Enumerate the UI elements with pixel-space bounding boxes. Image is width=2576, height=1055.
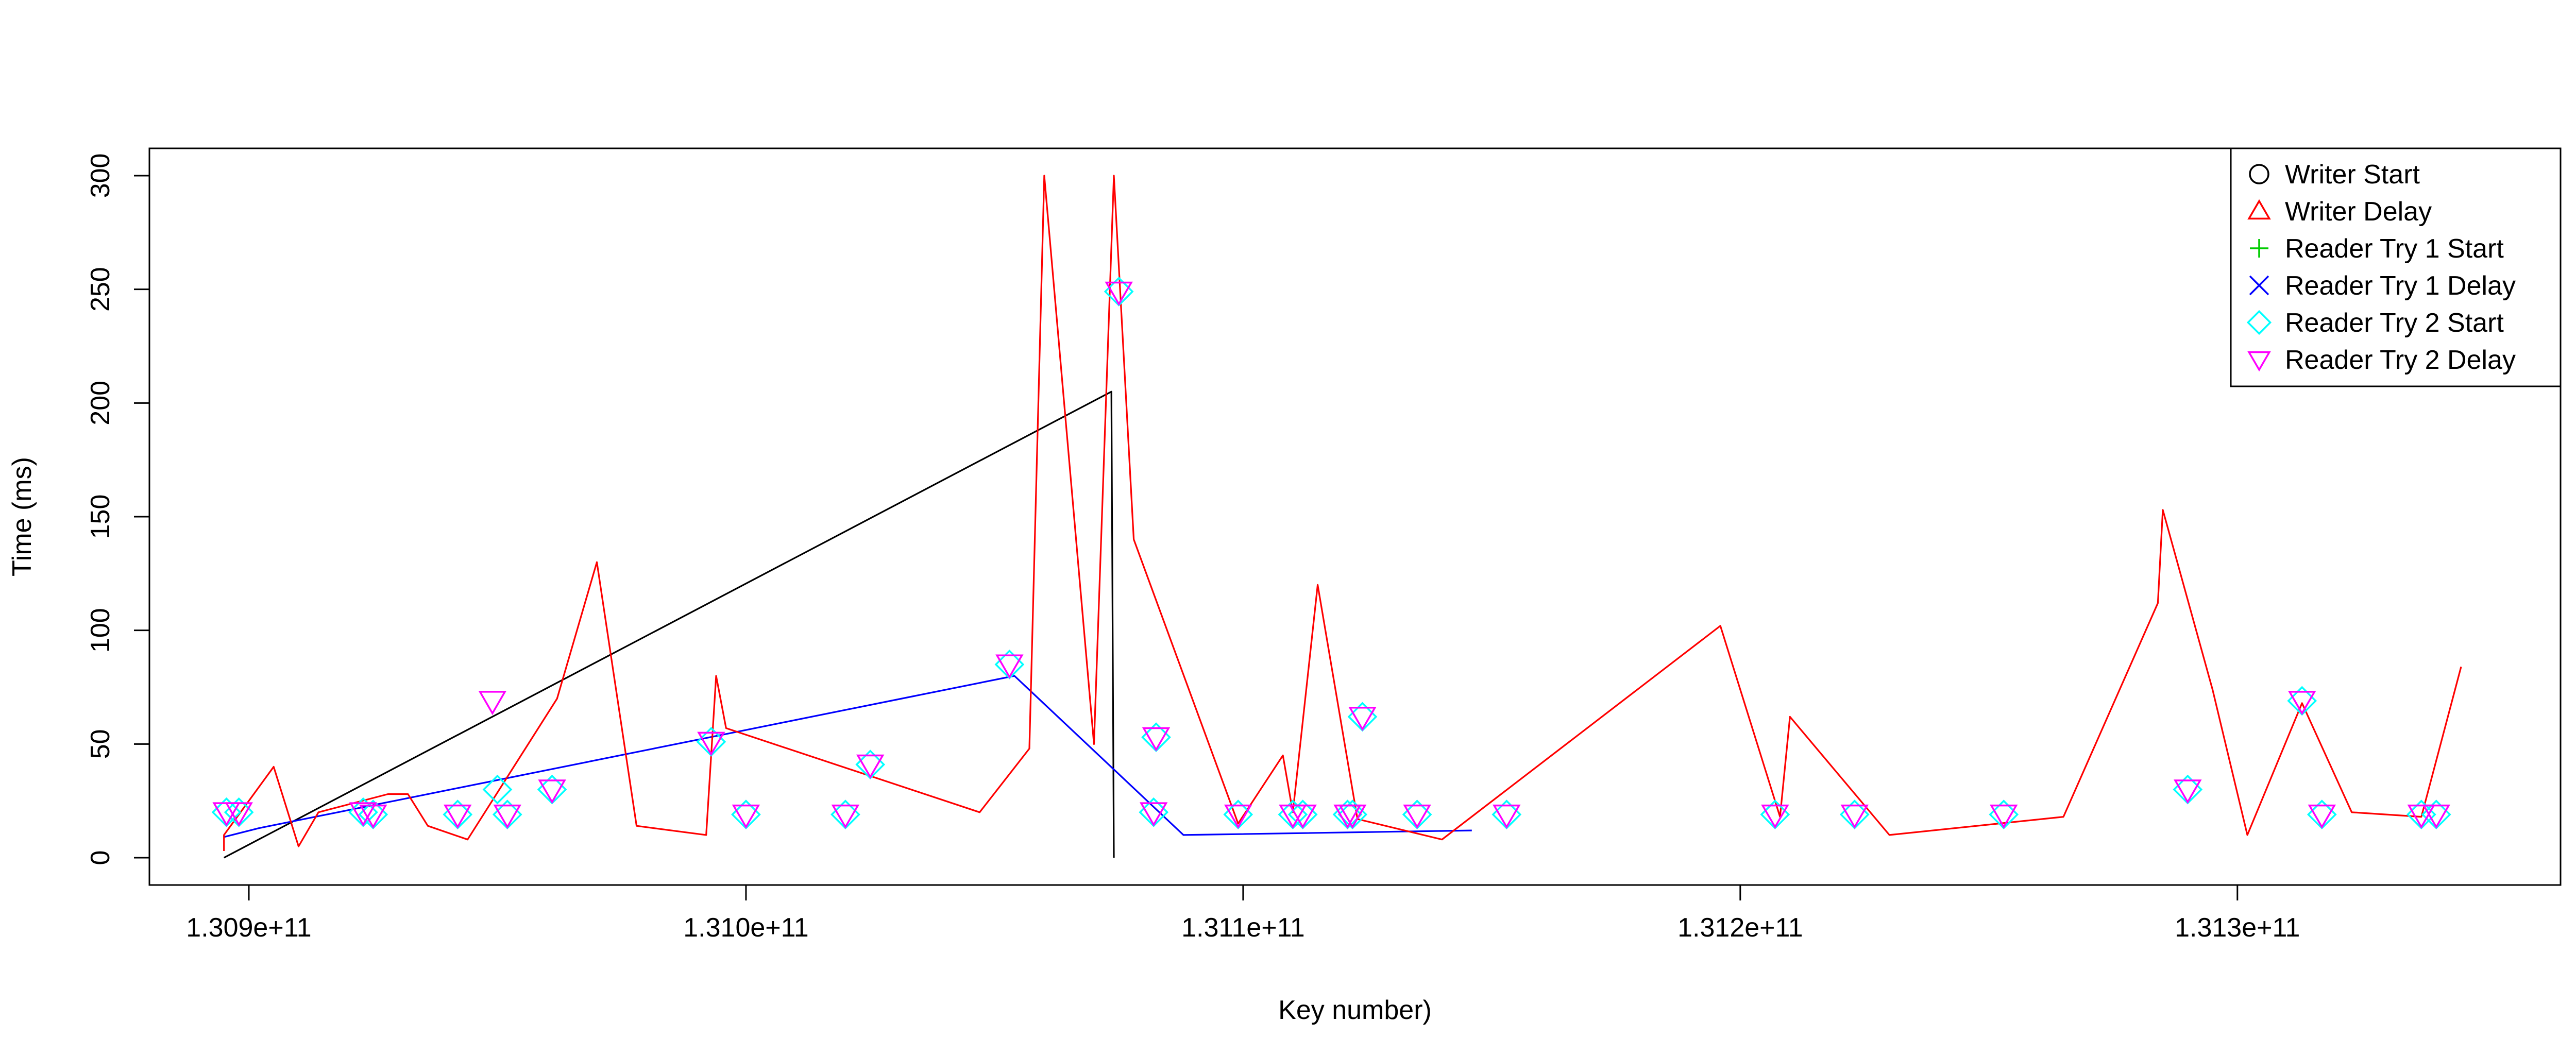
x-axis-label: Key number)	[1278, 995, 1432, 1025]
x-tick-label: 1.310e+11	[683, 913, 808, 943]
data-point	[493, 804, 521, 829]
y-tick-label: 200	[86, 381, 115, 426]
legend-entry-label: Reader Try 1 Delay	[2285, 271, 2516, 301]
x-tick-label: 1.311e+11	[1181, 913, 1305, 943]
legend-entry-label: Writer Start	[2285, 160, 2420, 190]
data-point	[1348, 707, 1377, 731]
legend-symbol	[2247, 199, 2271, 220]
y-tick-label: 100	[86, 608, 115, 653]
data-point	[478, 691, 507, 716]
legend-entry-label: Writer Delay	[2285, 197, 2432, 227]
data-point	[732, 804, 760, 829]
y-tick-label: 250	[86, 267, 115, 312]
series-line	[224, 675, 1472, 838]
legend-symbol	[2249, 164, 2269, 184]
data-point	[359, 804, 387, 829]
points-layer	[211, 277, 2451, 830]
data-point	[225, 802, 253, 827]
series-layer	[223, 175, 2462, 859]
y-axis-label: Time (ms)	[7, 457, 37, 576]
y-tick-label: 50	[86, 729, 115, 759]
data-point	[2422, 804, 2450, 829]
legend: Writer Start Writer Delay Reader Try 1 Sta…	[2230, 147, 2562, 387]
data-point	[856, 754, 885, 779]
data-point	[995, 654, 1024, 679]
data-point	[1105, 281, 1133, 306]
data-point	[1990, 804, 2018, 829]
axes-layer: 1.309e+11 1.310e+11 1.311e+11 1.312e+11 1.31…	[86, 154, 2300, 943]
data-point	[2407, 804, 2436, 829]
data-point	[1493, 804, 1521, 829]
data-point	[2287, 691, 2316, 716]
y-tick-label: 0	[86, 850, 115, 865]
data-point	[1289, 804, 1317, 829]
series-line	[223, 390, 1115, 859]
data-point	[1338, 804, 1367, 829]
data-point	[1403, 804, 1431, 829]
data-point	[2174, 779, 2202, 804]
data-point	[1761, 804, 1789, 829]
y-tick-label: 300	[86, 154, 115, 198]
x-tick-label: 1.312e+11	[1677, 913, 1803, 943]
data-point	[482, 774, 513, 805]
x-tick-label: 1.309e+11	[186, 913, 311, 943]
legend-symbol	[2250, 239, 2268, 258]
y-tick-label: 150	[86, 495, 115, 539]
data-point	[1840, 804, 1869, 829]
legend-entry-label: Reader Try 2 Start	[2285, 308, 2504, 338]
x-tick-label: 1.313e+11	[2175, 913, 2300, 943]
series-line	[223, 175, 2462, 851]
legend-entry-label: Reader Try 1 Start	[2285, 234, 2504, 264]
legend-box	[2230, 147, 2562, 387]
data-point	[697, 731, 725, 756]
data-point	[538, 779, 566, 804]
data-point	[1142, 727, 1171, 752]
data-point	[831, 804, 860, 829]
legend-symbol	[2246, 310, 2272, 335]
legend-symbol	[2249, 275, 2269, 296]
legend-entry-label: Reader Try 2 Delay	[2285, 345, 2516, 375]
data-point	[444, 804, 472, 829]
data-point	[2308, 804, 2336, 829]
data-point	[349, 802, 378, 827]
data-point	[1224, 804, 1252, 829]
legend-symbol	[2247, 351, 2271, 372]
data-point	[1139, 802, 1168, 827]
